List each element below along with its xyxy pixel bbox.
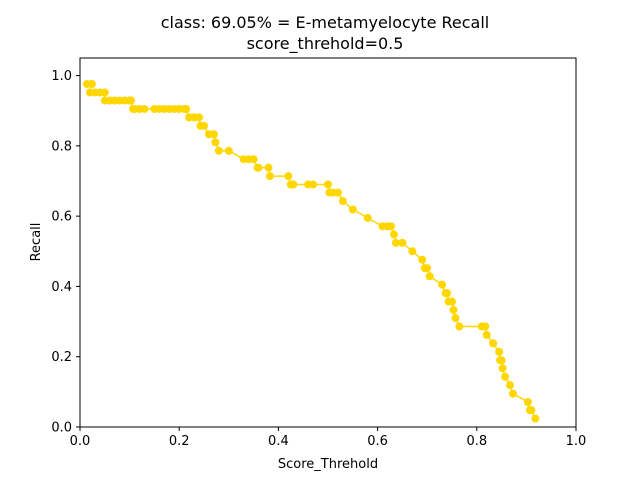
data-point	[501, 372, 510, 381]
data-point	[127, 96, 136, 105]
data-point	[506, 381, 515, 390]
plot-area	[82, 80, 540, 423]
data-point	[523, 398, 532, 407]
axes-frame	[79, 57, 577, 428]
data-point	[100, 88, 109, 97]
data-point	[209, 130, 218, 139]
y-axis-ticks: 0.0 0.2 0.4 0.6 0.8 1.0	[51, 69, 80, 436]
data-point	[418, 255, 427, 264]
data-point	[443, 289, 452, 298]
x-axis-label: Score_Threhold	[278, 457, 378, 472]
y-tick-label: 0.2	[51, 350, 72, 365]
data-point	[498, 364, 507, 373]
data-point	[391, 238, 400, 247]
data-point	[289, 180, 298, 189]
data-point	[87, 80, 96, 89]
data-point	[195, 113, 204, 122]
x-tick-label: 0.4	[268, 434, 289, 449]
data-point	[348, 205, 357, 214]
data-point	[182, 104, 191, 113]
data-point	[211, 138, 220, 147]
data-point	[451, 314, 460, 323]
data-point	[482, 330, 491, 339]
x-tick-label: 0.8	[466, 434, 487, 449]
data-point	[489, 339, 498, 348]
data-point	[408, 247, 417, 256]
data-point	[423, 264, 432, 273]
data-point	[449, 305, 458, 314]
data-point	[363, 213, 372, 222]
data-point	[497, 356, 506, 365]
data-point	[309, 180, 318, 189]
data-point	[481, 322, 490, 331]
y-axis-label: Recall	[29, 223, 44, 262]
chart-subtitle: score_threhold=0.5	[247, 34, 404, 54]
data-point	[389, 230, 398, 239]
data-point	[448, 297, 456, 306]
data-point	[249, 155, 258, 164]
x-tick-label: 0.0	[70, 434, 91, 449]
x-axis-ticks: 0.0 0.2 0.4 0.6 0.8 1.0	[70, 427, 587, 449]
y-tick-label: 0.4	[51, 280, 72, 295]
data-point	[438, 280, 447, 289]
data-point	[495, 347, 504, 356]
chart-title: class: 69.05% = E-metamyelocyte Recall	[161, 13, 490, 32]
x-tick-label: 0.6	[367, 434, 388, 449]
data-point	[200, 121, 208, 130]
data-point	[264, 163, 273, 172]
data-point	[455, 322, 464, 331]
y-tick-label: 1.0	[51, 69, 72, 84]
x-tick-label: 1.0	[566, 434, 587, 449]
data-point	[324, 180, 332, 189]
data-point	[284, 172, 293, 181]
data-point	[338, 197, 347, 206]
data-point	[425, 272, 434, 281]
y-tick-label: 0.0	[51, 421, 72, 436]
y-tick-label: 0.8	[51, 139, 72, 154]
data-point	[224, 146, 233, 155]
data-point	[140, 104, 149, 113]
data-point	[214, 146, 223, 155]
data-point	[265, 172, 274, 181]
x-tick-label: 0.2	[169, 434, 190, 449]
data-point	[509, 389, 518, 398]
data-point	[531, 414, 540, 423]
data-point	[386, 222, 395, 231]
data-point	[527, 406, 536, 415]
data-point	[333, 188, 342, 197]
y-tick-label: 0.6	[51, 210, 72, 225]
data-point	[254, 163, 263, 172]
data-point	[398, 238, 407, 247]
